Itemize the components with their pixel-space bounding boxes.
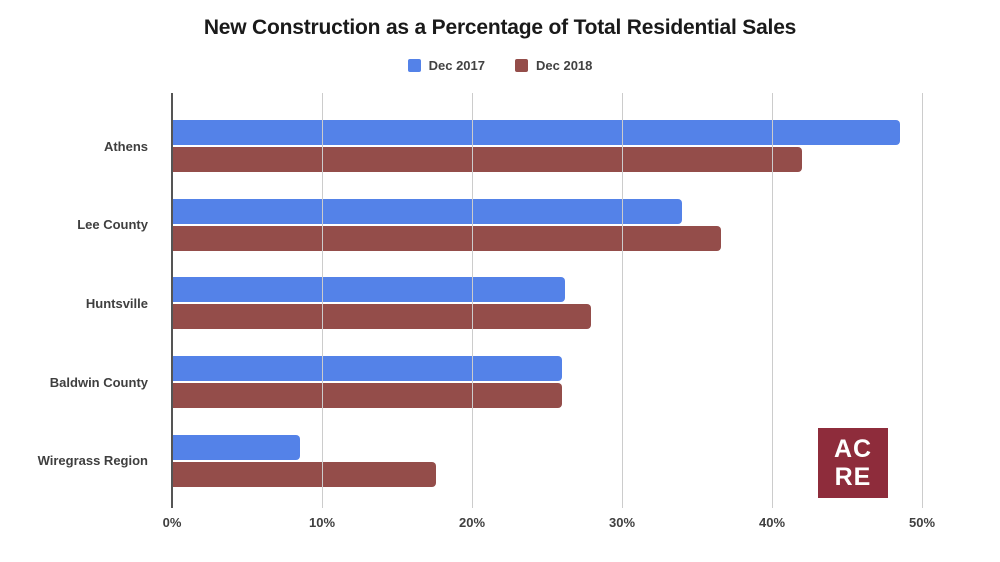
bar-dec-2017-baldwin-county: [172, 356, 562, 382]
bar-dec-2018-wiregrass-region: [172, 461, 436, 487]
chart-title: New Construction as a Percentage of Tota…: [203, 16, 797, 39]
bar-dec-2018-lee-county: [172, 225, 721, 251]
chart-legend: Dec 2017 Dec 2018: [0, 58, 1000, 73]
category-label: Lee County: [77, 217, 148, 233]
category-axis: Athens Lee County Huntsville Baldwin County…: [0, 107, 160, 500]
x-tick-label: 0%: [162, 515, 182, 530]
category-label: Wiregrass Region: [37, 453, 148, 469]
gridline: [322, 93, 323, 508]
x-axis-ticks: 0% 10% 20% 30% 40% 50%: [0, 515, 1000, 535]
bar-rows: [172, 107, 984, 500]
legend-item: Dec 2018: [515, 58, 592, 73]
bar-dec-2017-athens: [172, 120, 900, 146]
x-tick-label: 50%: [908, 515, 936, 530]
bar-group-baldwin-county: [172, 343, 984, 422]
bar-group-wiregrass-region: [172, 421, 984, 500]
category-label: Huntsville: [85, 295, 148, 311]
acre-logo-line2: RE: [834, 463, 872, 491]
legend-item: Dec 2017: [407, 58, 485, 73]
x-tick-label: 10%: [308, 515, 336, 530]
gridline: [622, 93, 623, 508]
x-tick-label: 30%: [608, 515, 636, 530]
bar-group-athens: [172, 107, 984, 186]
acre-logo: AC RE: [818, 428, 888, 498]
bar-dec-2018-huntsville: [172, 304, 591, 330]
bar-dec-2018-baldwin-county: [172, 383, 562, 409]
bar-group-lee-county: [172, 186, 984, 265]
bar-dec-2017-wiregrass-region: [172, 434, 300, 460]
acre-logo-line1: AC: [833, 435, 873, 463]
bar-dec-2017-lee-county: [172, 198, 682, 224]
gridline: [772, 93, 773, 508]
legend-label: Dec 2017: [428, 58, 485, 73]
legend-swatch: [515, 59, 528, 72]
legend-label: Dec 2018: [536, 58, 593, 73]
bar-dec-2017-huntsville: [172, 277, 565, 303]
bar-group-huntsville: [172, 264, 984, 343]
legend-swatch: [407, 59, 421, 72]
gridline: [922, 93, 923, 508]
category-label: Athens: [103, 138, 148, 154]
plot-area: [171, 93, 984, 508]
axis-baseline: [171, 93, 173, 508]
x-tick-label: 20%: [458, 515, 486, 530]
bar-dec-2018-athens: [172, 147, 802, 173]
category-label: Baldwin County: [49, 374, 148, 390]
x-tick-label: 40%: [758, 515, 786, 530]
gridline: [472, 93, 473, 508]
